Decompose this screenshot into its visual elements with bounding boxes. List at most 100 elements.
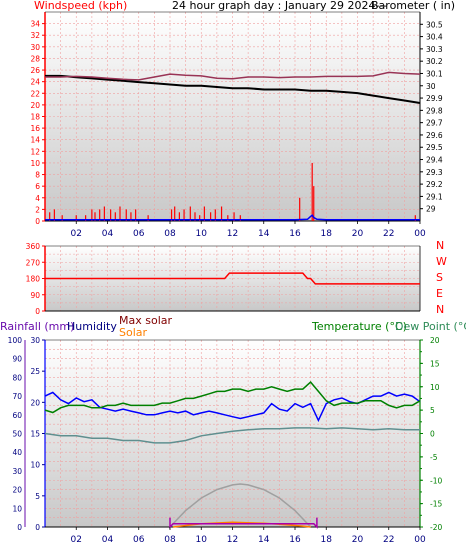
barometer-tick-label: 29.5 — [426, 143, 443, 152]
windspeed-tick-label: 18 — [30, 113, 40, 122]
windspeed-tick-label: 6 — [35, 182, 40, 191]
rainfall-tick-label: 70 — [12, 392, 22, 401]
windspeed-tick-label: 20 — [30, 101, 40, 110]
barometer-tick-label: 29.1 — [426, 192, 443, 201]
compass-label: W — [436, 255, 447, 268]
x-tick-label-panel3: 20 — [352, 535, 364, 545]
x-tick-label-panel3: 08 — [164, 535, 176, 545]
temperature-tick-label: 0 — [430, 430, 435, 439]
x-tick-label-panel1: 12 — [227, 229, 238, 239]
panel3-series-line — [169, 483, 312, 528]
rainfall-tick-label: 20 — [12, 486, 22, 495]
x-tick-label-panel1: 10 — [196, 229, 208, 239]
compass-label: E — [436, 287, 443, 300]
humidity-tick-label: 20 — [30, 398, 40, 407]
temperature-tick-label: -10 — [430, 476, 442, 485]
windspeed-tick-label: 4 — [35, 194, 40, 203]
barometer-tick-label: 29.4 — [426, 156, 443, 165]
rainfall-tick-label: 30 — [12, 467, 22, 476]
temperature-tick-label: -15 — [430, 500, 442, 509]
humidity-tick-label: 0 — [35, 523, 40, 532]
panel1-series-line — [45, 214, 420, 221]
wind-direction-line — [45, 272, 420, 285]
x-tick-label-panel1: 08 — [164, 229, 176, 239]
windspeed-tick-label: 22 — [30, 89, 40, 98]
rainfall-tick-label: 80 — [12, 373, 22, 382]
barometer-tick-label: 29.8 — [426, 106, 443, 115]
windspeed-tick-label: 32 — [30, 31, 40, 40]
x-tick-label-panel3: 14 — [258, 535, 270, 545]
rainfall-tick-label: 90 — [12, 355, 22, 364]
x-tick-label-panel1: 22 — [383, 229, 394, 239]
compass-label: S — [436, 271, 443, 284]
temperature-axis-label: Temperature (°C) — [311, 320, 407, 333]
windspeed-tick-label: 12 — [30, 147, 40, 156]
x-tick-label-panel1: 20 — [352, 229, 364, 239]
dew-point-axis-label: Dew Point (°C) — [395, 320, 466, 333]
barometer-tick-label: 30.1 — [426, 69, 443, 78]
temperature-tick-label: -20 — [430, 523, 442, 532]
temperature-tick-label: 5 — [430, 406, 435, 415]
direction-tick-label: 180 — [26, 275, 41, 284]
x-tick-label-panel1: 00 — [414, 229, 426, 239]
barometer-tick-label: 30.5 — [426, 20, 443, 29]
x-tick-label-panel1: 14 — [258, 229, 270, 239]
barometer-axis-label: Barometer ( in) — [371, 0, 455, 12]
windspeed-tick-label: 30 — [30, 43, 40, 52]
humidity-axis-label: Humidity — [67, 320, 117, 333]
barometer-tick-label: 29.2 — [426, 180, 443, 189]
x-tick-label-panel3: 12 — [227, 535, 238, 545]
barometer-tick-label: 29 — [426, 205, 436, 214]
humidity-tick-label: 30 — [30, 336, 40, 345]
humidity-tick-label: 5 — [35, 492, 40, 501]
windspeed-tick-label: 26 — [30, 66, 40, 75]
graph-title: 24 hour graph day : January 29 2024--- — [172, 0, 387, 12]
x-tick-label-panel1: 06 — [133, 229, 145, 239]
windspeed-tick-label: 28 — [30, 54, 40, 63]
x-tick-label-panel3: 04 — [102, 535, 114, 545]
windspeed-tick-label: 2 — [35, 205, 40, 214]
barometer-tick-label: 30.4 — [426, 33, 443, 42]
temperature-tick-label: -5 — [430, 453, 438, 462]
windspeed-tick-label: 16 — [30, 124, 40, 133]
x-tick-label-panel3: 22 — [383, 535, 394, 545]
panel3-series-line — [44, 427, 420, 444]
barometer-tick-label: 30.3 — [426, 45, 443, 54]
direction-tick-label: 360 — [26, 242, 41, 251]
temperature-tick-label: 10 — [430, 383, 440, 392]
solar-label: Solar — [119, 326, 148, 339]
barometer-tick-label: 29.7 — [426, 119, 443, 128]
x-tick-label-panel1: 16 — [289, 229, 301, 239]
panel1-series-line — [45, 74, 421, 104]
barometer-tick-label: 29.9 — [426, 94, 443, 103]
direction-tick-label: 90 — [30, 291, 40, 300]
rainfall-tick-label: 40 — [12, 448, 22, 457]
compass-label: N — [436, 239, 444, 252]
x-tick-label-panel3: 10 — [196, 535, 208, 545]
temperature-tick-label: 20 — [430, 336, 440, 345]
windspeed-axis-label: Windspeed (kph) — [34, 0, 127, 12]
max-solar-label: Max solar — [119, 314, 172, 327]
windspeed-tick-label: 10 — [30, 159, 40, 168]
x-tick-label-panel3: 18 — [321, 535, 333, 545]
x-tick-label-panel3: 02 — [71, 535, 82, 545]
x-tick-label-panel1: 02 — [71, 229, 82, 239]
barometer-tick-label: 30 — [426, 82, 436, 91]
x-tick-label-panel3: 16 — [289, 535, 301, 545]
rainfall-tick-label: 50 — [12, 430, 22, 439]
direction-tick-label: 0 — [35, 307, 40, 316]
direction-tick-label: 270 — [26, 258, 41, 267]
windspeed-tick-label: 8 — [35, 171, 40, 180]
panel1-series-line — [45, 71, 421, 81]
windspeed-tick-label: 34 — [30, 20, 40, 29]
panel3-series-line — [44, 381, 421, 414]
x-tick-label-panel1: 04 — [102, 229, 114, 239]
panel3-series-line — [169, 517, 318, 529]
rainfall-tick-label: 0 — [17, 523, 22, 532]
humidity-tick-label: 25 — [30, 367, 40, 376]
barometer-tick-label: 30.2 — [426, 57, 443, 66]
humidity-tick-label: 15 — [30, 430, 40, 439]
x-tick-label-panel3: 00 — [414, 535, 426, 545]
